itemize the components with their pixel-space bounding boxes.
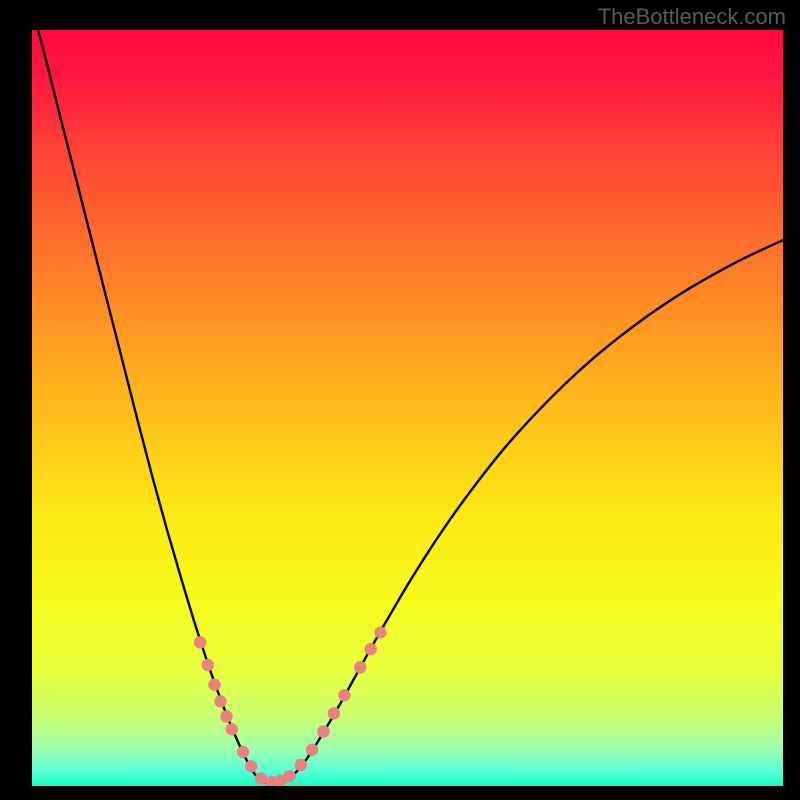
data-marker bbox=[283, 770, 295, 782]
data-marker bbox=[202, 659, 214, 671]
data-marker bbox=[328, 707, 340, 719]
data-marker bbox=[317, 725, 329, 737]
bottleneck-curve bbox=[38, 30, 783, 784]
data-marker bbox=[306, 744, 318, 756]
data-marker bbox=[295, 759, 307, 771]
data-marker bbox=[365, 643, 377, 655]
data-marker bbox=[226, 723, 238, 735]
data-marker bbox=[214, 695, 226, 707]
data-marker bbox=[338, 689, 350, 701]
watermark-text: TheBottleneck.com bbox=[598, 4, 786, 30]
data-marker bbox=[220, 710, 232, 722]
data-marker bbox=[208, 679, 220, 691]
data-marker bbox=[354, 661, 366, 673]
data-marker bbox=[237, 746, 249, 758]
data-marker bbox=[194, 636, 206, 648]
plot-area bbox=[32, 30, 783, 786]
marker-group bbox=[194, 626, 387, 786]
data-marker bbox=[245, 760, 257, 772]
chart-svg bbox=[32, 30, 783, 786]
data-marker bbox=[374, 626, 386, 638]
